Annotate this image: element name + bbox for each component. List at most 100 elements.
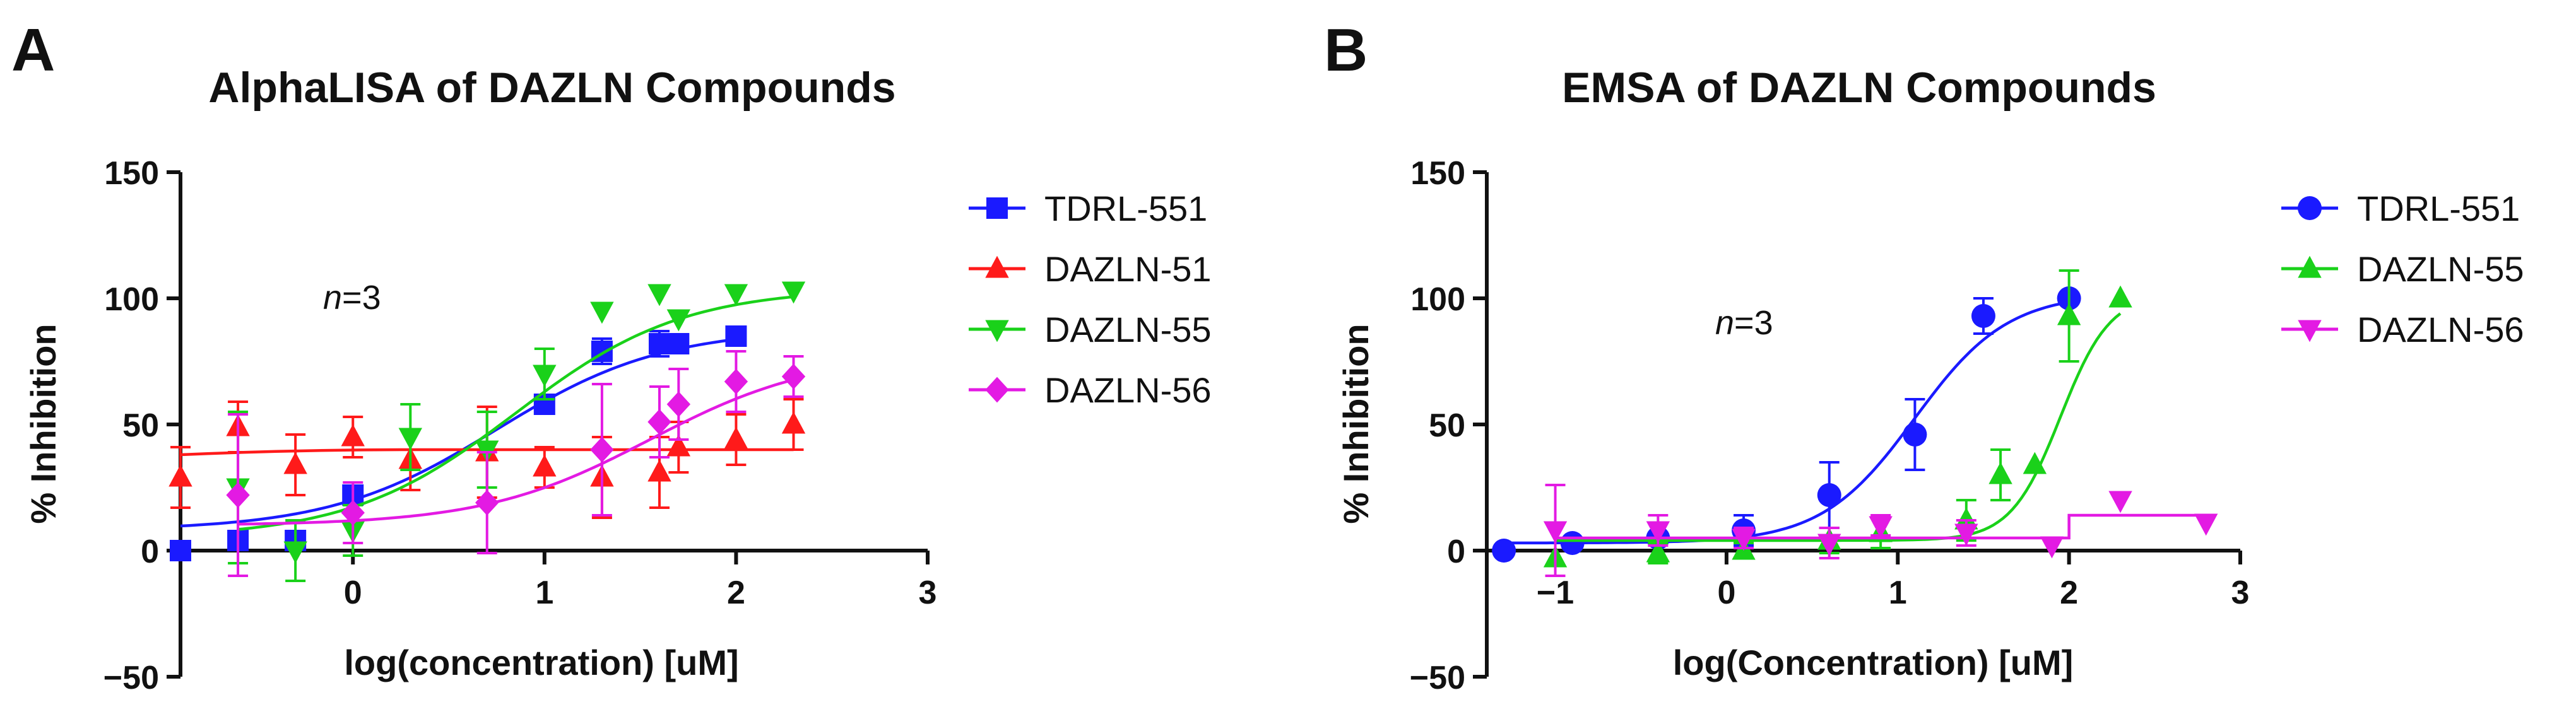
legend-marker-dazln-55 bbox=[985, 320, 1009, 342]
data-point-tdrl-551 bbox=[1492, 539, 1516, 563]
data-point-dazln-56 bbox=[341, 500, 365, 526]
fit-curve-tdrl-551 bbox=[1504, 300, 2070, 545]
data-point-dazln-56 bbox=[1869, 516, 1893, 539]
y-axis-label-a: % Inhibition bbox=[23, 324, 63, 523]
legend-label-dazln-55: DAZLN-55 bbox=[1044, 310, 1212, 349]
data-point-dazln-55 bbox=[647, 284, 671, 307]
y-tick-label: 150 bbox=[1410, 155, 1465, 192]
legend-label-tdrl-551: TDRL-551 bbox=[1044, 189, 1207, 228]
data-point-dazln-51 bbox=[724, 426, 748, 449]
data-point-dazln-56 bbox=[781, 363, 806, 390]
data-point-dazln-55 bbox=[2057, 303, 2081, 325]
data-point-dazln-56 bbox=[2194, 513, 2218, 536]
x-axis-label-a: log(concentration) [uM] bbox=[344, 643, 738, 682]
data-point-dazln-55 bbox=[283, 541, 307, 564]
panel-b: B EMSA of DAZLN Compounds log(Concentrat… bbox=[1324, 16, 2524, 696]
fit-curve-dazln-51 bbox=[180, 448, 794, 457]
data-point-dazln-51 bbox=[666, 434, 691, 457]
data-point-dazln-56 bbox=[2040, 536, 2064, 559]
data-point-dazln-56 bbox=[1543, 521, 1568, 544]
data-point-dazln-55 bbox=[666, 309, 691, 332]
data-point-dazln-55 bbox=[2108, 285, 2132, 308]
data-point-dazln-56 bbox=[2108, 491, 2132, 513]
x-tick-label: 1 bbox=[1889, 575, 1907, 611]
data-point-dazln-55 bbox=[2023, 452, 2047, 474]
legend-label-dazln-55: DAZLN-55 bbox=[2357, 249, 2524, 289]
chart-title-a: AlphaLISA of DAZLN Compounds bbox=[208, 64, 895, 112]
legend-label-tdrl-551: TDRL-551 bbox=[2357, 189, 2520, 228]
data-point-dazln-56 bbox=[590, 436, 614, 463]
y-tick-label: 0 bbox=[141, 534, 159, 570]
data-point-tdrl-551 bbox=[668, 333, 690, 354]
fit-curve-tdrl-551 bbox=[180, 337, 736, 528]
y-tick-label: 50 bbox=[1429, 407, 1465, 444]
x-tick-label: 2 bbox=[2060, 575, 2078, 611]
data-point-dazln-56 bbox=[724, 368, 748, 395]
data-point-dazln-51 bbox=[533, 454, 557, 477]
data-point-dazln-55 bbox=[398, 428, 423, 450]
data-point-dazln-55 bbox=[533, 365, 557, 387]
x-tick-label: 2 bbox=[727, 575, 745, 611]
x-tick-label: 0 bbox=[1717, 575, 1735, 611]
legend-marker-dazln-56 bbox=[985, 377, 1009, 403]
data-point-tdrl-551 bbox=[1560, 531, 1585, 555]
n-annotation-a: n=3 bbox=[323, 279, 381, 317]
y-tick-label: −50 bbox=[1410, 660, 1465, 696]
x-tick-label: −1 bbox=[1537, 575, 1574, 611]
y-tick-label: 50 bbox=[122, 407, 159, 444]
legend-label-dazln-56: DAZLN-56 bbox=[2357, 310, 2524, 349]
data-point-dazln-56 bbox=[226, 482, 250, 508]
legend-marker-tdrl-551 bbox=[2298, 196, 2322, 220]
y-tick-label: 150 bbox=[104, 155, 159, 192]
data-point-dazln-56 bbox=[1646, 521, 1670, 544]
data-point-dazln-51 bbox=[168, 464, 192, 487]
data-point-tdrl-551 bbox=[1817, 483, 1841, 507]
data-point-dazln-56 bbox=[666, 391, 691, 418]
data-point-dazln-51 bbox=[341, 424, 365, 447]
x-tick-label: 0 bbox=[344, 575, 362, 611]
data-point-dazln-56 bbox=[1954, 523, 1978, 546]
chart-title-b: EMSA of DAZLN Compounds bbox=[1562, 64, 2156, 112]
panel-label-a: A bbox=[11, 16, 55, 84]
panel-a: A AlphaLISA of DAZLN Compounds log(conce… bbox=[11, 16, 1212, 696]
fit-curve-dazln-55 bbox=[1555, 312, 2122, 542]
data-point-dazln-56 bbox=[1732, 529, 1756, 551]
y-tick-label: 100 bbox=[1410, 281, 1465, 318]
y-tick-label: 100 bbox=[104, 281, 159, 318]
fit-curve-dazln-55 bbox=[237, 295, 794, 531]
y-axis-label-b: % Inhibition bbox=[1336, 324, 1376, 523]
x-tick-label: 3 bbox=[919, 575, 937, 611]
panel-label-b: B bbox=[1324, 16, 1368, 84]
data-point-tdrl-551 bbox=[1971, 304, 1995, 328]
x-axis-label-b: log(Concentration) [uM] bbox=[1673, 643, 2074, 682]
data-point-dazln-56 bbox=[475, 489, 499, 516]
data-point-tdrl-551 bbox=[170, 540, 191, 561]
data-point-dazln-55 bbox=[590, 301, 614, 324]
data-point-dazln-51 bbox=[283, 452, 307, 474]
n-annotation-b: n=3 bbox=[1715, 304, 1773, 342]
data-point-dazln-51 bbox=[781, 411, 806, 434]
y-tick-label: −50 bbox=[103, 660, 159, 696]
data-point-tdrl-551 bbox=[648, 333, 670, 354]
x-tick-label: 1 bbox=[535, 575, 553, 611]
data-point-tdrl-551 bbox=[1903, 423, 1927, 447]
data-point-dazln-55 bbox=[781, 281, 806, 304]
fit-curve-dazln-56 bbox=[1555, 513, 2206, 540]
legend-marker-dazln-51 bbox=[985, 255, 1009, 278]
data-point-dazln-56 bbox=[1817, 534, 1841, 556]
data-point-dazln-55 bbox=[1646, 540, 1670, 563]
data-point-dazln-51 bbox=[647, 459, 671, 482]
fit-curve-dazln-56 bbox=[238, 378, 795, 526]
legend-marker-dazln-56 bbox=[2298, 320, 2322, 342]
data-point-dazln-55 bbox=[724, 284, 748, 307]
legend-label-dazln-51: DAZLN-51 bbox=[1044, 249, 1212, 289]
data-point-dazln-55 bbox=[1988, 462, 2012, 484]
data-point-dazln-56 bbox=[647, 409, 671, 435]
y-tick-label: 0 bbox=[1447, 534, 1465, 570]
legend-marker-dazln-55 bbox=[2298, 255, 2322, 278]
x-tick-label: 3 bbox=[2231, 575, 2250, 611]
data-point-tdrl-551 bbox=[725, 325, 747, 347]
legend-label-dazln-56: DAZLN-56 bbox=[1044, 370, 1212, 410]
legend-marker-tdrl-551 bbox=[986, 197, 1008, 219]
